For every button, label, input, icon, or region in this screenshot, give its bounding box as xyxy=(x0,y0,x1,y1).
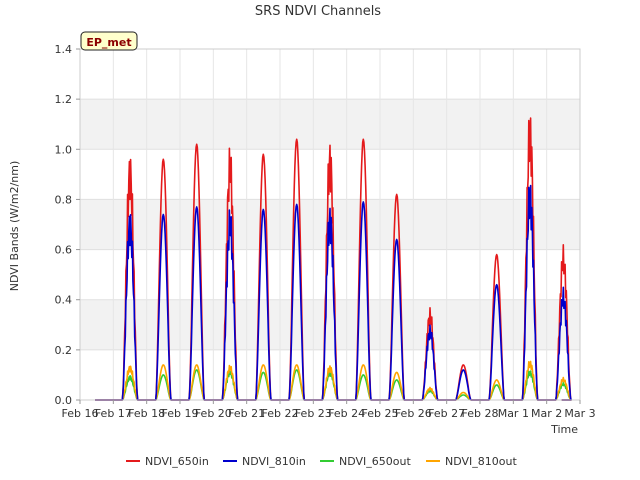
y-tick-label: 0.4 xyxy=(55,294,73,307)
x-tick-label: Feb 23 xyxy=(295,407,332,420)
x-tick-label: Feb 19 xyxy=(162,407,199,420)
plot-band xyxy=(80,99,580,150)
plot-band xyxy=(80,299,580,350)
y-tick-label: 1.2 xyxy=(55,93,73,106)
station-badge: EP_met xyxy=(80,31,138,51)
badge-box xyxy=(80,31,138,51)
badge-label: EP_met xyxy=(86,36,131,49)
legend-label: NDVI_810in xyxy=(242,455,306,468)
x-axis-label: Time xyxy=(550,423,578,436)
x-tick-label: Mar 1 xyxy=(498,407,529,420)
plot-frame xyxy=(79,48,581,401)
x-tick-label: Feb 24 xyxy=(328,407,365,420)
legend-label: NDVI_810out xyxy=(445,455,517,468)
x-tick-label: Feb 26 xyxy=(395,407,432,420)
y-tick-label: 0.2 xyxy=(55,344,73,357)
x-tick-label: Feb 18 xyxy=(128,407,165,420)
x-tick-label: Feb 28 xyxy=(462,407,499,420)
x-tick-label: Mar 3 xyxy=(564,407,595,420)
x-tick-label: Feb 16 xyxy=(62,407,99,420)
legend-label: NDVI_650out xyxy=(339,455,411,468)
y-tick-label: 0.6 xyxy=(55,244,73,257)
y-tick-label: 0.0 xyxy=(55,394,73,407)
legend-label: NDVI_650in xyxy=(145,455,209,468)
x-tick-label: Feb 17 xyxy=(95,407,132,420)
x-tick-label: Feb 27 xyxy=(428,407,465,420)
plot-band xyxy=(80,249,580,300)
x-tick-label: Feb 25 xyxy=(362,407,399,420)
y-tick-label: 0.8 xyxy=(55,193,73,206)
x-tick-label: Mar 2 xyxy=(531,407,562,420)
x-tick-label: Feb 21 xyxy=(228,407,265,420)
legend: NDVI_650in NDVI_810in NDVI_650out NDVI_810o… xyxy=(126,455,517,468)
y-tick-label: 1.0 xyxy=(55,143,73,156)
y-ticks: 0.0 0.2 0.4 0.6 0.8 1.0 1.2 1.4 xyxy=(55,43,80,407)
y-axis-label: NDVI Bands (W/m2/nm) xyxy=(8,161,21,292)
plot-band xyxy=(80,49,580,100)
x-tick-label: Feb 22 xyxy=(262,407,299,420)
chart-title: SRS NDVI Channels xyxy=(255,4,381,19)
y-tick-label: 1.4 xyxy=(55,43,73,56)
x-tick-label: Feb 20 xyxy=(195,407,232,420)
